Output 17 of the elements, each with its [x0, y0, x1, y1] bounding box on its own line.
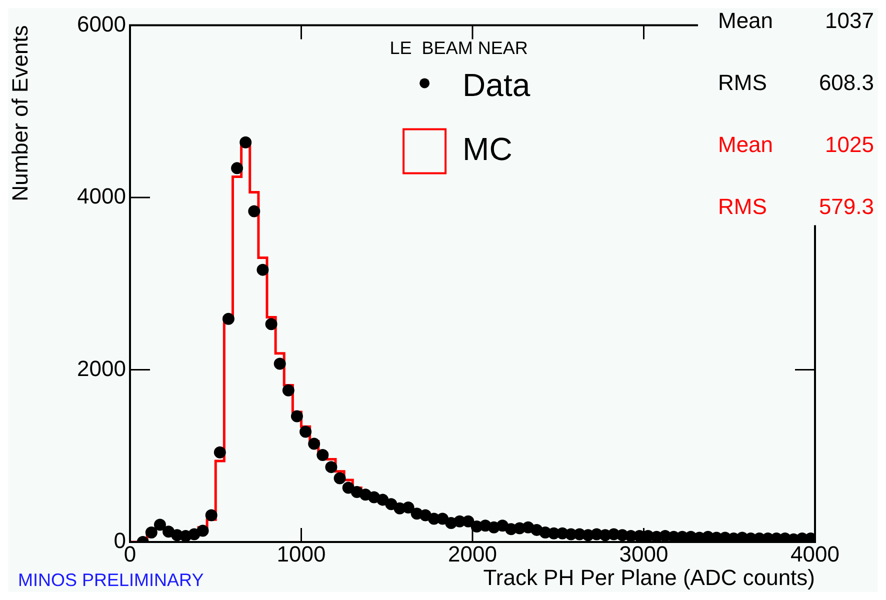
legend-label: Data	[462, 67, 530, 104]
text: LE BEAM NEAR	[390, 38, 528, 58]
x-axis-title: Track PH Per Plane (ADC counts)	[483, 564, 815, 590]
y-tick-label: 6000	[77, 11, 126, 36]
y-tick-label: 2000	[77, 356, 126, 381]
text: MINOS PRELIMINARY	[18, 570, 204, 590]
x-tick-label: 4000	[790, 541, 840, 566]
y-axis-title: Number of Events	[7, 25, 32, 202]
text: RMS 608.3	[718, 70, 874, 96]
text: RMS 579.3	[718, 194, 874, 220]
x-tick-label: 2000	[448, 541, 497, 566]
x-tick-label: 1000	[276, 541, 326, 566]
text: Mean 1025	[718, 132, 874, 158]
text: Mean 1037	[718, 8, 874, 34]
y-tick-label: 4000	[77, 184, 126, 209]
x-tick-label: 3000	[619, 541, 668, 566]
legend-label: MC	[462, 131, 512, 168]
